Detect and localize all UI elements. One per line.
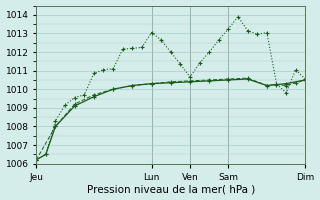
X-axis label: Pression niveau de la mer( hPa ): Pression niveau de la mer( hPa ) [87, 184, 255, 194]
